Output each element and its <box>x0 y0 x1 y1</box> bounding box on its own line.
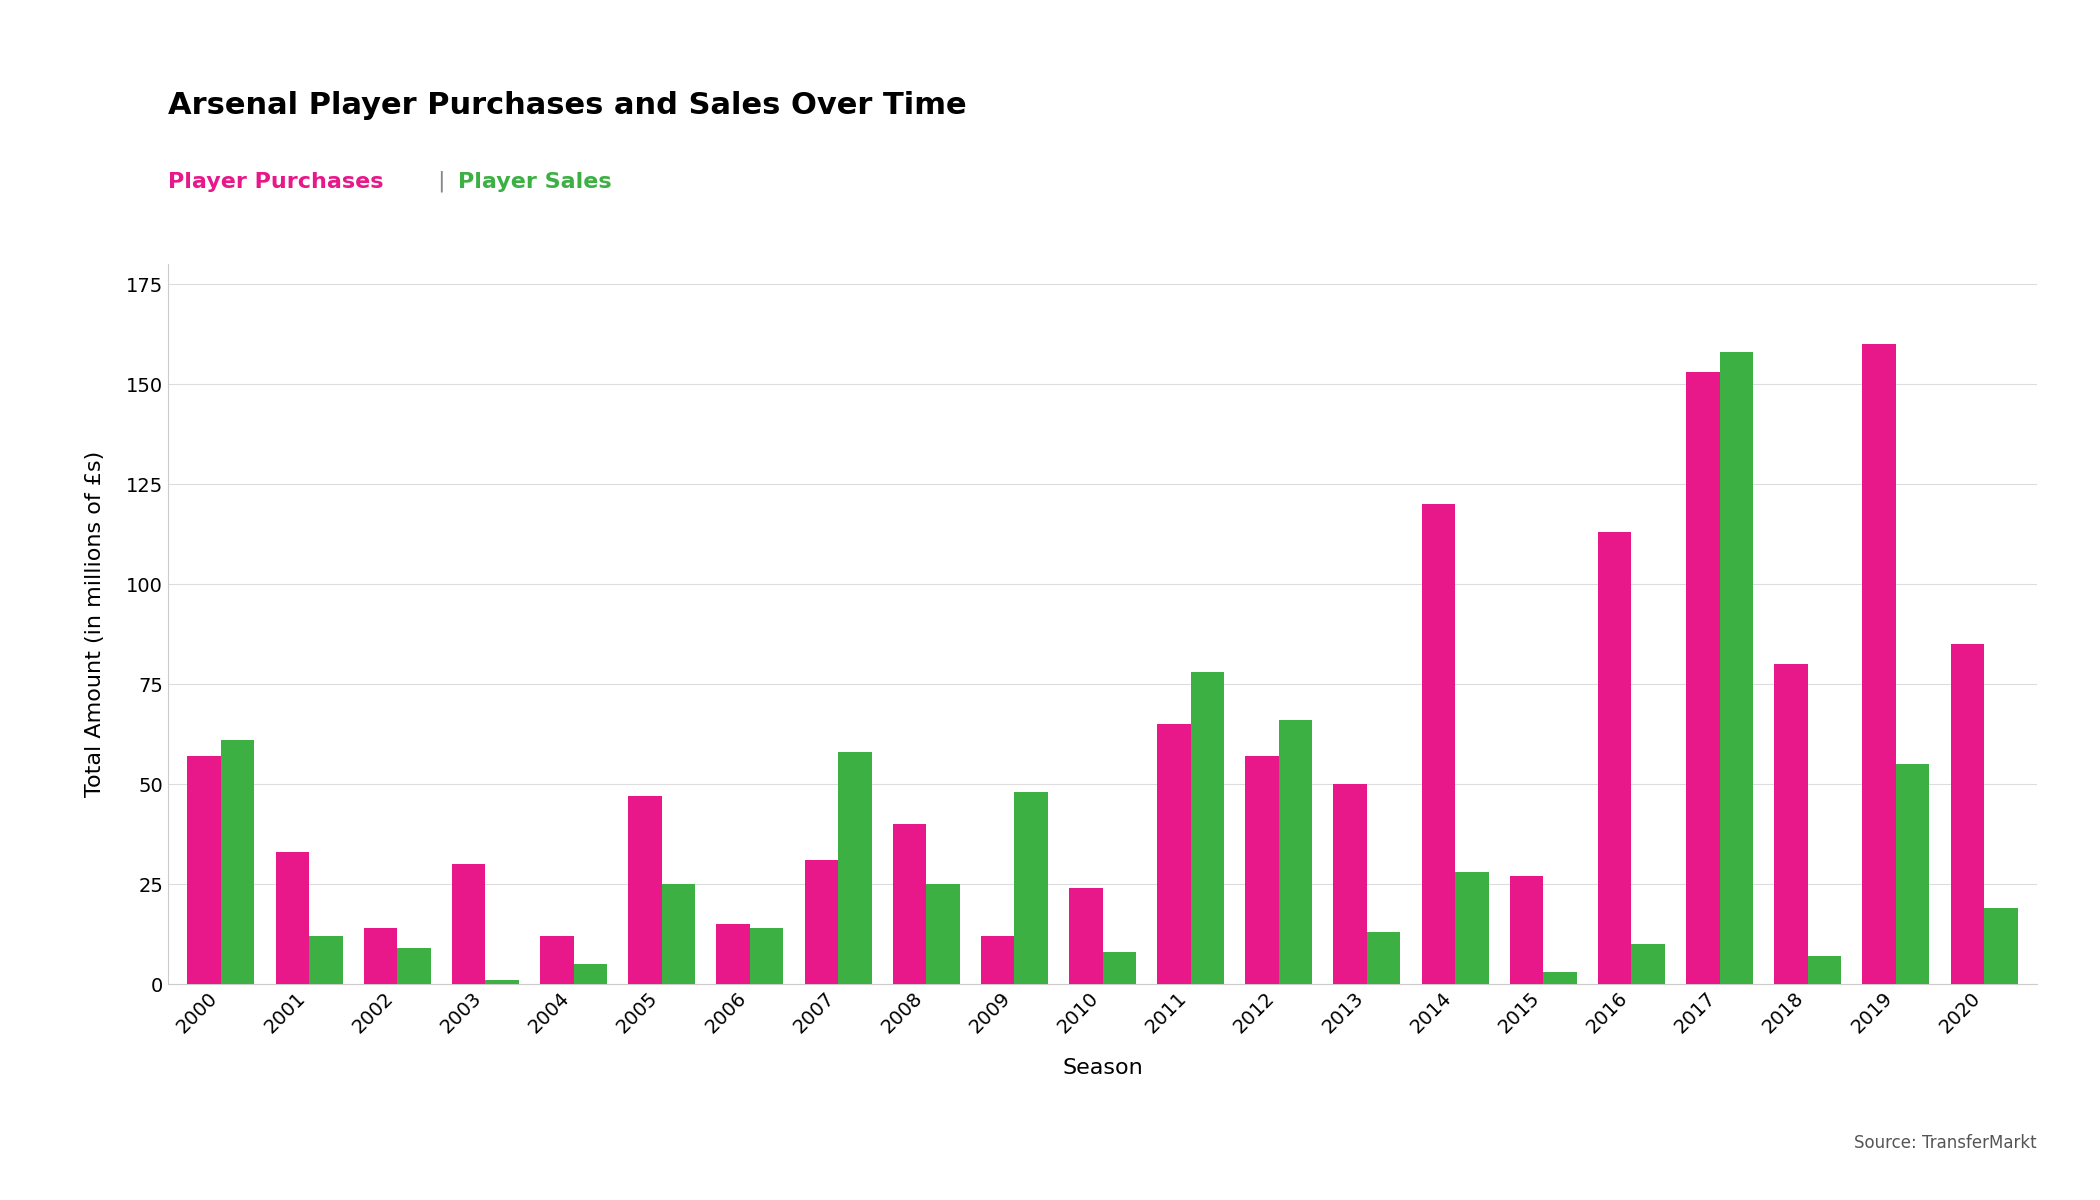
Bar <box>628 796 662 984</box>
X-axis label: Season: Season <box>1063 1058 1142 1078</box>
Text: Arsenal Player Purchases and Sales Over Time: Arsenal Player Purchases and Sales Over … <box>168 91 966 120</box>
Bar <box>397 948 430 984</box>
Bar <box>573 964 607 984</box>
Bar <box>926 884 960 984</box>
Bar <box>1102 952 1136 984</box>
Bar <box>1014 792 1048 984</box>
Bar <box>275 852 309 984</box>
Bar <box>981 936 1014 984</box>
Bar <box>1632 944 1665 984</box>
Bar <box>309 936 342 984</box>
Bar <box>485 980 519 984</box>
Bar <box>1774 664 1808 984</box>
Y-axis label: Total Amount (in millions of £s): Total Amount (in millions of £s) <box>86 451 105 797</box>
Bar <box>804 860 838 984</box>
Text: Player Sales: Player Sales <box>458 172 611 192</box>
Bar <box>363 928 397 984</box>
Bar <box>452 864 485 984</box>
Bar <box>716 924 750 984</box>
Bar <box>220 740 254 984</box>
Bar <box>750 928 783 984</box>
Bar <box>1544 972 1577 984</box>
Bar <box>892 824 926 984</box>
Bar <box>540 936 573 984</box>
Bar <box>838 752 872 984</box>
Bar <box>1191 672 1224 984</box>
Bar <box>1279 720 1312 984</box>
Bar <box>1455 872 1489 984</box>
Bar <box>1720 352 1754 984</box>
Bar <box>1951 644 1984 984</box>
Bar <box>1069 888 1103 984</box>
Bar <box>1422 504 1455 984</box>
Bar <box>187 756 220 984</box>
Bar <box>1245 756 1279 984</box>
Bar <box>1367 932 1401 984</box>
Bar <box>1598 532 1632 984</box>
Bar <box>662 884 695 984</box>
Bar <box>1984 908 2018 984</box>
Bar <box>1510 876 1544 984</box>
Text: Player Purchases: Player Purchases <box>168 172 384 192</box>
Bar <box>1157 724 1191 984</box>
Text: |: | <box>437 170 445 192</box>
Bar <box>1686 372 1720 984</box>
Bar <box>1896 764 1930 984</box>
Bar <box>1863 344 1896 984</box>
Bar <box>1334 784 1367 984</box>
Text: Source: TransferMarkt: Source: TransferMarkt <box>1854 1134 2037 1152</box>
Bar <box>1808 956 1842 984</box>
